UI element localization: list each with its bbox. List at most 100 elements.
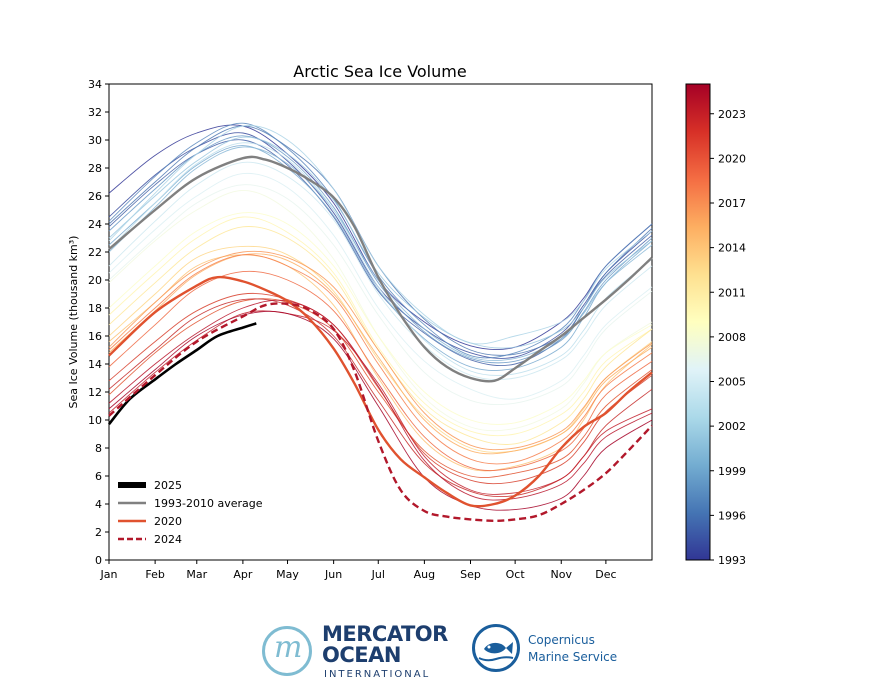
year-line-2012 (108, 254, 653, 472)
year-line-2005 (108, 172, 653, 400)
mercator-ocean-logo: m MERCATOR OCEAN INTERNATIONAL (262, 624, 452, 686)
y-tick-label: 22 (88, 246, 102, 259)
year-line-2017 (108, 298, 653, 478)
plot-area: Jan Feb Mar Apr May Jun Jul Aug Sep Oct Nov Dec 024… (88, 78, 653, 581)
copernicus-line1: Copernicus (528, 633, 595, 647)
x-tick-label: Feb (145, 568, 164, 581)
series-line-2020 (108, 275, 653, 508)
x-tick-label: Sep (460, 568, 481, 581)
background-year-lines (108, 122, 653, 511)
x-tick-label: May (276, 568, 299, 581)
series-line-2024 (108, 302, 653, 523)
y-tick-label: 26 (88, 190, 102, 203)
year-line-2015 (108, 254, 653, 465)
legend-label: 2024 (154, 533, 182, 546)
year-line-2002 (108, 125, 653, 345)
colorbar-tick-label: 2017 (718, 197, 746, 210)
y-tick-label: 30 (88, 134, 102, 147)
legend: 2025 1993-2010 average 2020 2024 (118, 479, 263, 546)
x-tick-label: Jun (324, 568, 342, 581)
colorbar-tick-label: 1996 (718, 509, 746, 522)
copernicus-marine-logo: Copernicus Marine Service (472, 624, 632, 674)
sea-ice-volume-chart: Arctic Sea Ice Volume Jan Feb Mar Apr May Jun… (67, 62, 746, 581)
fish-icon (472, 624, 520, 672)
year-line-1999 (108, 145, 653, 372)
year-line-2004 (108, 161, 653, 381)
colorbar-ticks: 2023 2020 2017 2014 2011 2008 2005 2002 1999 1996… (710, 108, 746, 567)
year-line-2023 (108, 310, 653, 511)
copernicus-line2: Marine Service (528, 650, 618, 664)
legend-label: 2020 (154, 515, 182, 528)
y-tick-label: 34 (88, 78, 102, 91)
colorbar-tick-label: 2023 (718, 108, 746, 121)
y-tick-label: 10 (88, 414, 102, 427)
year-line-2018 (108, 292, 653, 485)
highlighted-lines (107, 155, 653, 523)
year-line-2003 (108, 142, 653, 376)
mercator-m-icon: m (262, 626, 312, 676)
plot-frame (108, 83, 653, 561)
year-line-2006 (108, 184, 653, 406)
x-tick-label: Aug (414, 568, 435, 581)
series-line-2025 (107, 322, 257, 426)
y-tick-label: 18 (88, 302, 102, 315)
year-line-2016 (108, 270, 653, 472)
footer-logos: m MERCATOR OCEAN INTERNATIONAL Copernicu… (0, 610, 875, 700)
year-line-2008 (108, 212, 653, 425)
x-tick-label: Apr (233, 568, 253, 581)
x-tick-label: Dec (595, 568, 616, 581)
legend-label: 2025 (154, 479, 182, 492)
y-tick-label: 20 (88, 274, 102, 287)
x-tick-label: Nov (551, 568, 573, 581)
colorbar-tick-label: 2008 (718, 331, 746, 344)
year-line-2011 (108, 245, 653, 453)
colorbar-tick-label: 2002 (718, 420, 746, 433)
year-line-1993 (108, 124, 653, 351)
colorbar-gradient (685, 83, 711, 561)
colorbar-tick-label: 2020 (718, 152, 746, 165)
y-tick-label: 28 (88, 162, 102, 175)
mercator-subtitle: INTERNATIONAL (324, 669, 431, 680)
x-tick-label: Mar (186, 568, 207, 581)
y-tick-label: 0 (95, 554, 102, 567)
chart-title: Arctic Sea Ice Volume (293, 62, 466, 81)
y-tick-label: 16 (88, 330, 102, 343)
year-line-2009 (108, 216, 653, 437)
year-line-2000 (108, 146, 653, 362)
y-tick-label: 14 (88, 358, 102, 371)
year-line-2014 (108, 250, 653, 451)
year-line-2021 (108, 310, 653, 495)
colorbar-tick-label: 1999 (718, 465, 746, 478)
year-line-1994 (108, 132, 653, 359)
year-line-2010 (108, 226, 653, 445)
y-tick-label: 6 (95, 470, 102, 483)
mercator-wordmark: MERCATOR OCEAN (322, 624, 448, 666)
copernicus-wordmark: Copernicus Marine Service (528, 632, 617, 666)
year-line-2007 (108, 189, 653, 432)
x-axis: Jan Feb Mar Apr May Jun Jul Aug Sep Oct Nov Dec (100, 560, 617, 581)
colorbar-tick-label: 2014 (718, 242, 746, 255)
colorbar: 2023 2020 2017 2014 2011 2008 2005 2002 1999 1996… (685, 83, 746, 567)
colorbar-tick-label: 2011 (718, 286, 746, 299)
year-line-2022 (108, 299, 653, 501)
y-axis-label: Sea Ice Volume (thousand km³) (67, 236, 80, 409)
series-line-1993-2010-average (108, 155, 653, 383)
x-tick-label: Jan (100, 568, 118, 581)
x-tick-label: Oct (506, 568, 526, 581)
y-tick-label: 12 (88, 386, 102, 399)
mercator-line1: MERCATOR (322, 622, 448, 646)
legend-label: 1993-2010 average (154, 497, 263, 510)
colorbar-tick-label: 2005 (718, 376, 746, 389)
colorbar-tick-label: 1993 (718, 554, 746, 567)
year-line-1997 (108, 122, 653, 359)
year-line-2001 (108, 136, 653, 349)
y-tick-label: 24 (88, 218, 102, 231)
y-tick-label: 8 (95, 442, 102, 455)
x-tick-label: Jul (371, 568, 385, 581)
y-tick-label: 4 (95, 498, 102, 511)
year-line-2013 (108, 253, 653, 455)
y-tick-label: 2 (95, 526, 102, 539)
y-tick-label: 32 (88, 106, 102, 119)
mercator-line2: OCEAN (322, 643, 401, 667)
